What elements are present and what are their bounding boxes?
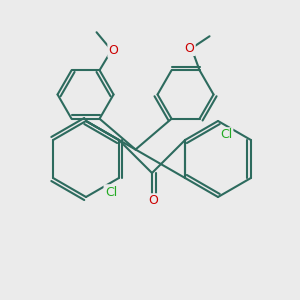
Text: Cl: Cl bbox=[220, 128, 232, 142]
Text: O: O bbox=[109, 44, 118, 57]
Text: Cl: Cl bbox=[105, 185, 117, 199]
Text: O: O bbox=[184, 42, 194, 55]
Text: O: O bbox=[148, 194, 158, 208]
